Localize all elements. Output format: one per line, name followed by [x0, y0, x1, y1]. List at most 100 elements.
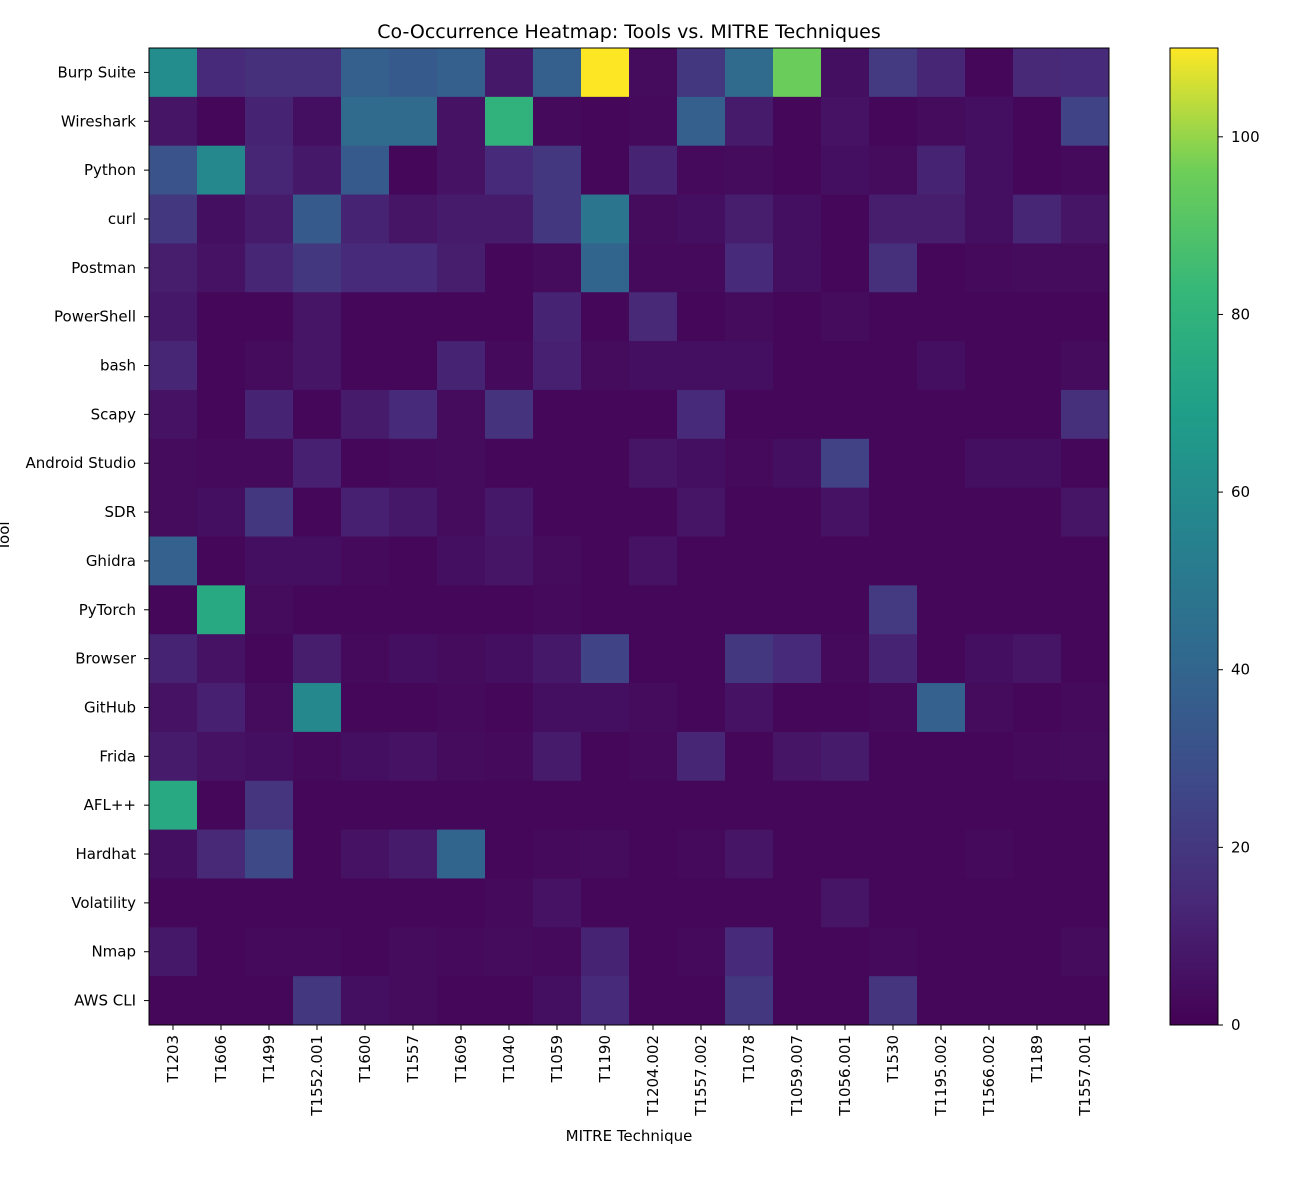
heatmap-cell [869, 487, 918, 537]
heatmap-cell [389, 878, 438, 928]
heatmap-cell [917, 829, 966, 879]
heatmap-cell [581, 878, 630, 928]
heatmap-cell [629, 341, 678, 391]
heatmap-cell [437, 731, 486, 782]
heatmap-cell [677, 194, 726, 244]
heatmap-cell [485, 585, 534, 635]
heatmap-cell [773, 438, 822, 489]
heatmap-cell [341, 634, 390, 684]
heatmap-cell [437, 438, 486, 489]
heatmap-cell [1013, 683, 1062, 733]
x-tick-label: T1557.002 [692, 1035, 710, 1117]
heatmap-cell [1061, 731, 1110, 782]
heatmap-cell [437, 96, 486, 147]
heatmap-cell [581, 341, 630, 391]
x-axis: T1203 T1606 T1499 T1552.001 T1600 T1557 T1609 T… [164, 1025, 1094, 1117]
heatmap-cell [773, 48, 822, 98]
heatmap-cell [149, 878, 198, 928]
heatmap-cell [917, 48, 966, 98]
heatmap-cell [629, 731, 678, 782]
heatmap-cell [293, 292, 342, 342]
heatmap-cell [389, 48, 438, 98]
heatmap-cell [725, 927, 774, 977]
heatmap-cell [341, 48, 390, 98]
heatmap-cell [773, 292, 822, 342]
heatmap-cell [917, 194, 966, 244]
heatmap-cell [581, 194, 630, 244]
heatmap-cell [965, 96, 1014, 147]
heatmap-cell [1013, 780, 1062, 831]
heatmap-cell [293, 96, 342, 147]
heatmap-cell [965, 243, 1014, 293]
heatmap-cell [341, 927, 390, 977]
heatmap-cell [965, 292, 1014, 342]
colorbar-tick-label: 60 [1231, 483, 1250, 501]
heatmap-cell [437, 145, 486, 196]
heatmap-cell [293, 634, 342, 684]
heatmap-cell [581, 731, 630, 782]
x-tick-label: T1195.002 [932, 1035, 950, 1117]
heatmap-cell [389, 927, 438, 977]
heatmap-cell [485, 829, 534, 879]
heatmap-cell [677, 145, 726, 196]
heatmap-cell [629, 243, 678, 293]
heatmap-cell [341, 438, 390, 489]
heatmap-cell [965, 634, 1014, 684]
heatmap-cell [149, 634, 198, 684]
heatmap-cell [293, 389, 342, 440]
y-axis-label: Tool [0, 521, 13, 551]
heatmap-cell [197, 634, 246, 684]
heatmap-cell [629, 585, 678, 635]
heatmap-cell [245, 487, 294, 537]
heatmap-cell [149, 145, 198, 196]
heatmap-cell [581, 683, 630, 733]
heatmap-cell [725, 389, 774, 440]
heatmap-cell [485, 48, 534, 98]
x-tick-label: T1056.001 [836, 1035, 854, 1117]
heatmap-cell [677, 683, 726, 733]
x-tick-label: T1190 [596, 1035, 614, 1083]
y-tick-label: curl [108, 210, 136, 228]
heatmap-cell [533, 976, 582, 1026]
heatmap-cell [1013, 634, 1062, 684]
y-tick-label: Burp Suite [57, 63, 136, 81]
heatmap-cell [1013, 145, 1062, 196]
heatmap-cell [293, 341, 342, 391]
heatmap-cell [869, 927, 918, 977]
heatmap-cell [821, 96, 870, 147]
heatmap-cell [341, 96, 390, 147]
heatmap-cell [773, 683, 822, 733]
heatmap-cell [293, 731, 342, 782]
heatmap-cell [869, 48, 918, 98]
heatmap-cell [821, 536, 870, 586]
heatmap-cell [293, 683, 342, 733]
heatmap-cell [245, 878, 294, 928]
heatmap-cell [581, 927, 630, 977]
heatmap-cell [1061, 194, 1110, 244]
heatmap-cell [725, 878, 774, 928]
heatmap-cell [437, 194, 486, 244]
y-tick-label: GitHub [84, 698, 136, 716]
heatmap-cell [629, 927, 678, 977]
heatmap-cell [1061, 634, 1110, 684]
heatmap-cell [869, 829, 918, 879]
heatmap-cell [965, 438, 1014, 489]
heatmap-cell [341, 976, 390, 1026]
heatmap-cell [965, 829, 1014, 879]
heatmap-cell [677, 48, 726, 98]
heatmap-cell [1061, 536, 1110, 586]
heatmap-cell [1013, 976, 1062, 1026]
heatmap-cell [197, 292, 246, 342]
heatmap-cell [821, 487, 870, 537]
heatmap-cell [341, 389, 390, 440]
heatmap-cell [437, 829, 486, 879]
heatmap-cell [1061, 292, 1110, 342]
heatmap-cell [245, 389, 294, 440]
y-tick-label: AFL++ [84, 796, 136, 814]
heatmap-cell [869, 780, 918, 831]
heatmap-cell [677, 341, 726, 391]
heatmap-cell [149, 780, 198, 831]
heatmap-cell [293, 829, 342, 879]
heatmap-cell [437, 48, 486, 98]
heatmap-cell [821, 243, 870, 293]
